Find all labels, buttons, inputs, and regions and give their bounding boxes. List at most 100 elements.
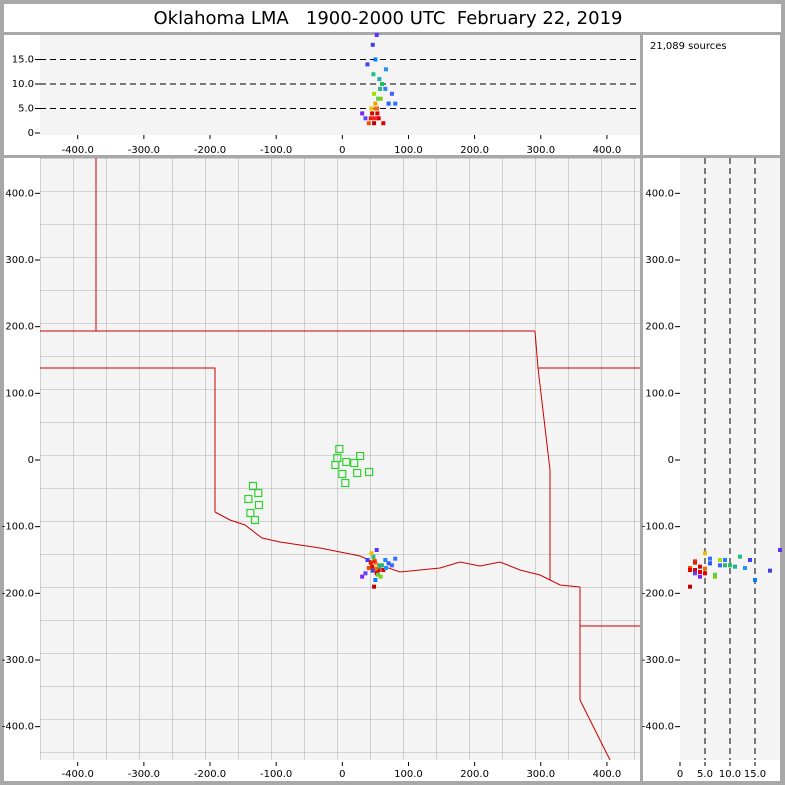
- source: [743, 566, 747, 570]
- y-tick-label: 0: [28, 455, 34, 466]
- source: [778, 548, 782, 552]
- source: [360, 574, 365, 579]
- source: [360, 111, 365, 116]
- y-tick-label: 0: [28, 128, 34, 139]
- source: [372, 559, 377, 564]
- y-tick-label: 300.0: [5, 255, 34, 266]
- source: [698, 570, 702, 574]
- x-tick-label: 200.0: [460, 769, 489, 780]
- title: Oklahoma LMA 1900-2000 UTC February 22, …: [154, 8, 623, 29]
- x-tick-label: -100.0: [260, 769, 292, 780]
- source: [768, 568, 772, 573]
- y-tick-label: 5.0: [18, 104, 34, 115]
- source: [371, 554, 376, 559]
- station: [350, 458, 359, 468]
- source: [372, 584, 377, 589]
- y-tick-label: 100.0: [5, 388, 34, 399]
- y-tick-label: 200.0: [645, 322, 674, 333]
- source: [376, 96, 381, 101]
- x-tick-label: 0: [677, 769, 683, 780]
- x-tick-label: 300.0: [526, 769, 555, 780]
- x-tick-label: 15.0: [744, 769, 766, 780]
- source: [370, 568, 375, 573]
- source: [373, 57, 378, 62]
- source: [383, 67, 388, 72]
- x-tick-label: 100.0: [394, 769, 423, 780]
- x-tick-label: -200.0: [194, 769, 226, 780]
- source: [393, 101, 398, 106]
- source: [370, 564, 375, 569]
- source: [372, 91, 377, 96]
- station: [341, 478, 350, 488]
- source: [393, 556, 398, 561]
- y-tick-label: 400.0: [645, 188, 674, 199]
- source: [381, 121, 386, 126]
- title-bar: [4, 4, 781, 32]
- source: [688, 584, 692, 589]
- y-tick-label: -200.0: [2, 588, 34, 599]
- source: [376, 116, 381, 121]
- source: [703, 551, 707, 556]
- source: [383, 566, 388, 570]
- y-tick-label: 0: [668, 455, 674, 466]
- source: [698, 564, 702, 569]
- source: [703, 566, 707, 571]
- y-tick-label: 15.0: [12, 55, 34, 66]
- y-tick-label: -400.0: [642, 722, 674, 733]
- source: [373, 101, 378, 106]
- x-tick-label: 400.0: [593, 769, 622, 780]
- source: [377, 77, 382, 82]
- source: [693, 560, 697, 565]
- station: [342, 457, 351, 467]
- y-tick-label: -300.0: [2, 655, 34, 666]
- x-tick-label: 10.0: [719, 769, 741, 780]
- source: [738, 554, 742, 559]
- source: [718, 558, 722, 562]
- y-tick-label: -100.0: [2, 522, 34, 533]
- source: [365, 62, 370, 67]
- source: [363, 571, 368, 576]
- y-tick-label: 300.0: [645, 255, 674, 266]
- x-tick-label: 400.0: [593, 145, 622, 156]
- source: [688, 568, 692, 572]
- source: [378, 86, 383, 91]
- source: [386, 101, 391, 106]
- source: [389, 563, 394, 568]
- plot-area: [40, 35, 640, 135]
- x-tick-label: -300.0: [128, 769, 160, 780]
- y-tick-label: 10.0: [12, 79, 34, 90]
- source: [698, 574, 702, 579]
- source: [383, 558, 388, 562]
- source: [366, 121, 371, 126]
- x-tick-label: 0: [339, 145, 345, 156]
- source: [748, 558, 752, 562]
- x-tick-label: 5.0: [697, 769, 713, 780]
- y-tick-label: 100.0: [645, 388, 674, 399]
- source: [373, 578, 378, 582]
- source: [374, 33, 379, 37]
- source: [733, 564, 737, 569]
- source: [708, 556, 712, 561]
- station: [248, 481, 258, 491]
- x-tick-label: -300.0: [128, 145, 160, 156]
- source: [370, 42, 375, 47]
- station: [353, 468, 362, 478]
- source-count: 21,089 sources: [650, 41, 727, 52]
- source: [370, 111, 375, 116]
- source: [372, 116, 377, 121]
- source: [723, 558, 727, 562]
- info-box: [643, 35, 780, 155]
- source: [365, 558, 370, 562]
- source: [376, 572, 381, 577]
- station: [331, 460, 340, 470]
- county-lines: [40, 158, 640, 760]
- source: [375, 570, 380, 574]
- source: [369, 551, 374, 556]
- source: [380, 82, 385, 86]
- station: [338, 469, 347, 479]
- source: [371, 72, 376, 77]
- source: [703, 571, 707, 576]
- source: [378, 574, 383, 579]
- source: [374, 106, 379, 111]
